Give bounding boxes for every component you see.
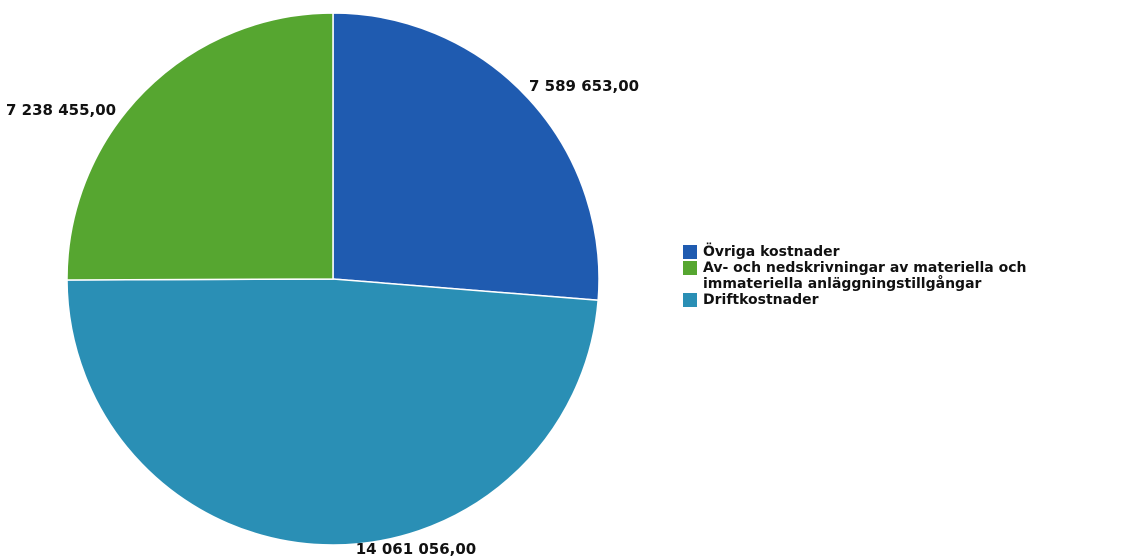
legend-label-driftkostnader: Driftkostnader bbox=[703, 292, 819, 308]
legend-item-driftkostnader: Driftkostnader bbox=[683, 292, 1123, 308]
pie-slices bbox=[66, 12, 600, 546]
legend-item-avskrivningar: Av- och nedskrivningar av materiella och… bbox=[683, 260, 1123, 292]
legend-swatch-avskrivningar bbox=[683, 261, 697, 275]
pie-data-labels: 7 589 653,00 14 061 056,00 7 238 455,00 bbox=[6, 77, 639, 558]
pie-slice-av-och-nedskrivningar bbox=[66, 12, 334, 281]
data-label-av-och-nedskrivningar: 7 238 455,00 bbox=[6, 101, 116, 119]
pie-slice-ovriga-kostnader bbox=[332, 12, 600, 302]
legend-swatch-driftkostnader bbox=[683, 293, 697, 307]
data-label-driftkostnader: 14 061 056,00 bbox=[356, 540, 477, 558]
legend-swatch-ovriga-kostnader bbox=[683, 245, 697, 259]
pie-slice-driftkostnader bbox=[66, 278, 599, 546]
data-label-ovriga-kostnader: 7 589 653,00 bbox=[529, 77, 639, 95]
legend-label-ovriga-kostnader: Övriga kostnader bbox=[703, 244, 840, 260]
legend-label-avskrivningar: Av- och nedskrivningar av materiella och… bbox=[703, 260, 1027, 292]
chart-legend: Övriga kostnader Av- och nedskrivningar … bbox=[683, 244, 1123, 308]
legend-item-ovriga-kostnader: Övriga kostnader bbox=[683, 244, 1123, 260]
